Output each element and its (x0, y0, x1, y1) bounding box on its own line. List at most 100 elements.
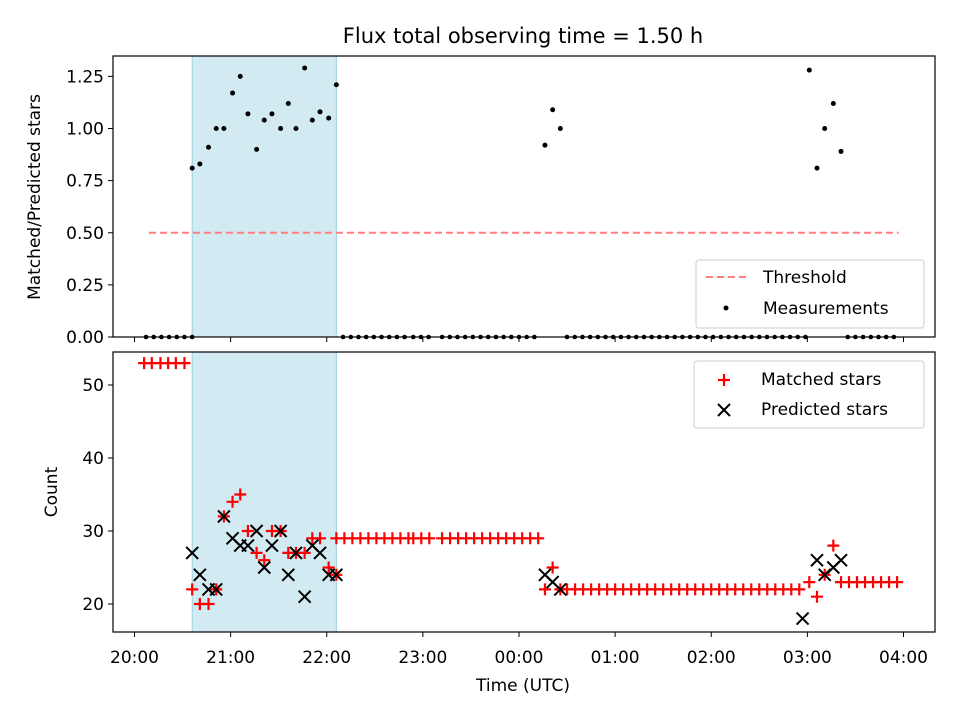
top-y-tick-label: 0.25 (66, 276, 104, 296)
measurement-point (254, 146, 260, 152)
matched-star-point (234, 488, 247, 501)
measurement-point (221, 126, 227, 131)
measurement-point (269, 111, 275, 117)
matched-star-point (803, 576, 816, 589)
matched-star-point (538, 583, 551, 596)
matched-star-point (250, 546, 263, 559)
top-panel: 0.00 0.25 0.50 0.75 1.00 1.25 Matched/Predict… (25, 55, 936, 348)
measurement-point (838, 148, 844, 154)
measurements-legend-label: Measurements (763, 299, 889, 319)
predicted-star-point (241, 538, 255, 553)
x-tick-label: 01:00 (591, 648, 640, 668)
matched-star-point (258, 554, 271, 567)
top-y-tick-label: 0.50 (66, 224, 104, 244)
measurement-point (333, 82, 339, 88)
measurement-point (213, 126, 219, 131)
measurement-point (261, 117, 267, 123)
predicted-star-point (810, 553, 824, 567)
predicted-stars-legend-marker (717, 403, 731, 417)
top-y-tick-label: 1.00 (66, 120, 104, 140)
measurement-point (830, 100, 836, 106)
threshold-legend-label: Threshold (762, 268, 847, 288)
measurement-point (557, 126, 563, 131)
measurement-point (237, 73, 243, 79)
predicted-star-point (265, 538, 279, 553)
top-axes-frame (112, 55, 936, 338)
matched-star-point (546, 561, 559, 574)
measurement-point (326, 115, 332, 121)
matched-star-point (178, 357, 191, 370)
predicted-stars-legend-label: Predicted stars (761, 400, 888, 420)
matched-star-point (186, 583, 199, 596)
predicted-star-point (313, 546, 327, 560)
bottom-axes-frame (112, 351, 936, 633)
predicted-star-point (209, 582, 223, 597)
predicted-star-point (297, 589, 312, 604)
top-y-tick-label: 0.00 (66, 328, 104, 348)
bottom-panel: 20 30 40 50 20:00 21:00 22:00 23:00 00:00 01:00 0… (42, 351, 936, 696)
matched-star-point (298, 546, 311, 559)
chart-title: Flux total observing time = 1.50 h (343, 24, 703, 48)
predicted-star-point (273, 524, 288, 538)
measurement-point (189, 165, 195, 171)
x-tick-label: 02:00 (687, 648, 736, 668)
measurement-point (278, 126, 284, 131)
matched-star-point (532, 532, 545, 545)
predicted-star-point (289, 546, 303, 560)
measurement-point (302, 65, 308, 71)
x-tick-label: 00:00 (495, 648, 544, 668)
predicted-star-point (193, 568, 207, 582)
measurement-point (542, 142, 548, 148)
matched-star-point (314, 532, 327, 545)
top-legend-frame (695, 259, 925, 329)
matched-stars-legend-marker (718, 374, 730, 386)
bottom-y-tick-label: 30 (82, 522, 104, 542)
predicted-star-point (281, 568, 296, 582)
matched-star-point (891, 576, 904, 589)
predicted-star-point (257, 560, 271, 575)
bottom-y-tick-label: 50 (82, 376, 104, 396)
matched-stars-legend-label: Matched stars (761, 370, 881, 390)
top-highlight-span (191, 55, 337, 338)
measurement-point (230, 90, 236, 96)
matched-star-point (827, 539, 840, 552)
bottom-y-tick-label: 20 (82, 595, 104, 615)
bottom-legend: Matched stars Predicted stars (693, 360, 925, 429)
measurement-point (197, 161, 203, 167)
measurement-point (814, 165, 820, 171)
matched-star-point (202, 598, 215, 610)
measurements-legend-marker (723, 305, 729, 311)
bottom-y-axis-label: Count (42, 466, 62, 517)
predicted-star-point (217, 509, 231, 524)
measurement-point (285, 100, 291, 106)
top-y-axis-label: Matched/Predicted stars (25, 94, 45, 300)
predicted-star-point (249, 524, 264, 538)
x-tick-label: 22:00 (302, 648, 351, 668)
measurement-point (550, 107, 556, 113)
x-tick-label: 20:00 (110, 648, 159, 668)
matched-star-point (423, 532, 436, 545)
top-legend: Threshold Measurements (695, 259, 925, 329)
matched-star-point (226, 495, 239, 508)
measurement-point (245, 111, 251, 117)
measurement-point (206, 144, 212, 150)
measurement-point (309, 117, 315, 123)
predicted-star-point (795, 611, 810, 626)
matched-star-point (793, 583, 806, 596)
matched-star-point (322, 561, 335, 574)
x-tick-label: 04:00 (879, 648, 928, 668)
measurement-point (317, 109, 323, 115)
bottom-y-tick-label: 40 (82, 449, 104, 469)
predicted-star-point (329, 568, 344, 582)
x-tick-label: 21:00 (206, 648, 255, 668)
matched-star-point (810, 590, 823, 603)
measurement-point (806, 67, 812, 73)
bottom-legend-frame (693, 360, 925, 429)
top-y-tick-label: 0.75 (66, 172, 104, 192)
x-tick-label: 23:00 (398, 648, 447, 668)
matched-star-point (241, 525, 254, 537)
measurement-point (822, 126, 828, 131)
x-tick-label: 03:00 (783, 648, 832, 668)
predicted-star-point (185, 546, 199, 560)
